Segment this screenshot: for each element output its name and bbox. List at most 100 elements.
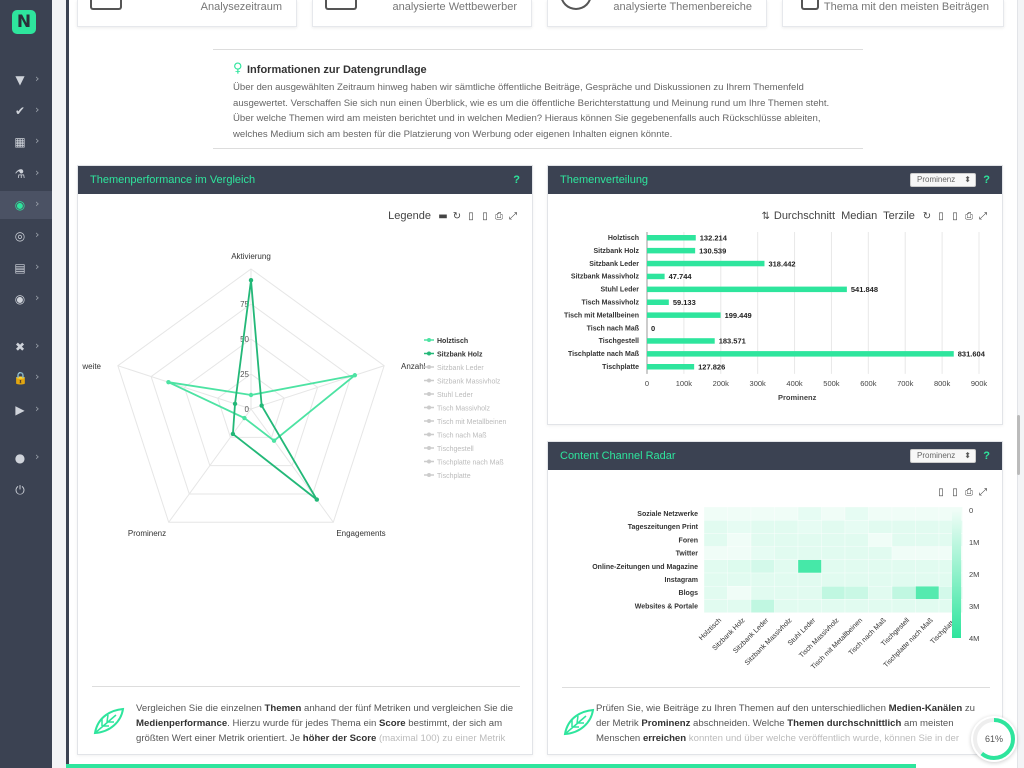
sidebar-item-id-card[interactable]: ▤ ›	[0, 254, 52, 282]
sidebar-item-calculator[interactable]: ▦ ›	[0, 128, 52, 156]
kpi-label: analysierte Wettbewerber	[392, 1, 517, 13]
progress-ring-arc	[973, 718, 1015, 760]
sidebar-item-eye[interactable]: ◉ ›	[0, 285, 52, 313]
metric-select[interactable]: Prominenz	[910, 173, 976, 187]
bar	[647, 260, 765, 267]
print-icon[interactable]: ⎙	[965, 211, 973, 222]
radar-footer-text: Vergleichen Sie die einzelnen Themen anh…	[136, 703, 514, 744]
file-icon[interactable]: ▯	[938, 211, 944, 222]
scrollbar[interactable]	[1017, 415, 1020, 475]
heatmap-cell	[891, 533, 916, 547]
heatmap-cell	[915, 586, 940, 600]
heatmap-cell	[703, 506, 728, 521]
median-toggle[interactable]: Median	[841, 210, 878, 222]
progress-ring[interactable]: 61%	[971, 716, 1017, 762]
lock-icon: 🔒	[13, 371, 28, 385]
file-icon[interactable]: ▯	[482, 211, 488, 222]
heatmap-row-label: Tageszeitungen Print	[628, 524, 699, 531]
print-icon[interactable]: ⎙	[495, 211, 503, 222]
heatmap-cell	[868, 520, 893, 534]
file-icon[interactable]: ▯	[952, 211, 958, 222]
chevron-right-icon: ›	[35, 197, 40, 210]
radar-axis	[117, 365, 252, 410]
sidebar-item-flask[interactable]: ⚗ ›	[0, 160, 52, 188]
legend-toggle[interactable]: Legende	[388, 210, 431, 222]
bar-value-label: 318.442	[768, 259, 795, 268]
help-icon[interactable]: ?	[983, 450, 990, 462]
sidebar-item-tools[interactable]: ✖ ›	[0, 333, 52, 361]
heatmap-cell	[844, 559, 869, 574]
sidebar-item-user[interactable]: ● ›	[0, 444, 52, 472]
x-tick-label: 400k	[786, 379, 803, 388]
heatmap-cell	[797, 546, 822, 560]
average-toggle[interactable]: Durchschnitt	[773, 210, 836, 222]
x-tick-label: 200k	[713, 379, 730, 388]
content-frame: Analysezeitraum analysierte Wettbewerber…	[66, 0, 1018, 768]
x-tick-label: 900k	[971, 379, 988, 388]
heatmap-cell	[797, 599, 822, 613]
sidebar-item-lock[interactable]: 🔒 ›	[0, 364, 52, 392]
radar-point	[259, 403, 264, 408]
expand-icon[interactable]: ⤢	[509, 211, 517, 222]
radar-axis	[250, 365, 385, 410]
kpi-analysezeitraum: Analysezeitraum	[77, 0, 297, 27]
filter-icon: ▼	[15, 73, 25, 87]
bar	[647, 312, 721, 318]
heatmap-cell	[915, 559, 940, 574]
heatmap-cell	[774, 559, 799, 574]
refresh-icon[interactable]: ↻	[452, 211, 462, 222]
refresh-icon[interactable]: ↻	[922, 211, 932, 222]
metric-select[interactable]: Prominenz	[910, 449, 976, 463]
file-icon[interactable]: ▯	[468, 211, 474, 222]
heatmap-cell	[797, 520, 822, 534]
heatmap-cell	[774, 572, 799, 587]
heatmap-cell	[750, 506, 775, 521]
heatmap-cell	[844, 520, 869, 534]
sidebar-item-power[interactable]: ⏻	[0, 476, 52, 504]
bar-category-label: Tischplatte	[602, 364, 639, 371]
heatmap-cell	[915, 533, 940, 547]
help-icon[interactable]: ?	[513, 174, 520, 186]
kpi-wettbewerber: analysierte Wettbewerber	[312, 0, 532, 27]
power-icon: ⏻	[15, 483, 25, 497]
chevron-right-icon: ›	[35, 370, 40, 383]
terzile-toggle[interactable]: Terzile	[883, 210, 915, 222]
expand-icon[interactable]: ⤢	[979, 487, 987, 498]
heatmap-cell	[844, 506, 869, 521]
heatmap-cell	[891, 546, 916, 560]
app-logo[interactable]: N	[12, 10, 36, 34]
x-tick-label: 800k	[934, 379, 951, 388]
bar-category-label: Tisch Massivholz	[582, 300, 640, 307]
heatmap-col-label: Tischplatte nach Maß	[883, 617, 935, 669]
sidebar-item-target[interactable]: ◎ ›	[0, 222, 52, 250]
bar	[647, 235, 696, 241]
sidebar-item-play[interactable]: ▶ ›	[0, 396, 52, 424]
target-icon: ◎	[14, 229, 26, 243]
sidebar-item-filter[interactable]: ▼ ›	[0, 66, 52, 94]
heatmap-cell	[750, 599, 775, 613]
radar-point	[271, 438, 277, 443]
heatmap-cell	[915, 520, 940, 534]
sidebar-item-check[interactable]: ✔ ›	[0, 97, 52, 125]
sort-icon[interactable]: ⇅	[761, 211, 770, 222]
heatmap-cell	[703, 599, 728, 613]
heatmap-cell	[915, 599, 940, 613]
minus-icon[interactable]: ▬	[438, 211, 448, 222]
expand-icon[interactable]: ⤢	[979, 211, 987, 222]
kpi-label: Analysezeitraum	[200, 1, 282, 13]
heatmap-scale-bar	[952, 510, 961, 638]
legend-item: Holztisch	[437, 338, 468, 345]
heatmap-cell	[797, 559, 822, 574]
file-icon[interactable]: ▯	[952, 487, 958, 498]
kpi-top-thema: Thema mit den meisten Beiträgen	[782, 0, 1004, 27]
chevron-right-icon: ›	[35, 134, 40, 147]
print-icon[interactable]: ⎙	[965, 487, 973, 498]
bar-chart: 0 100k 200k 300k 400k 500k 600k 700k 800k 900k Pro…	[564, 232, 988, 402]
file-icon[interactable]: ▯	[938, 487, 944, 498]
radar-series-0	[168, 374, 356, 442]
bar-category-label: Stuhl Leder	[600, 287, 639, 294]
help-icon[interactable]: ?	[983, 174, 990, 186]
sidebar-item-bulb[interactable]: ◉ ›	[0, 191, 52, 219]
heatmap-row-label: Foren	[679, 537, 698, 544]
panel-title: Content Channel Radar	[560, 450, 676, 462]
